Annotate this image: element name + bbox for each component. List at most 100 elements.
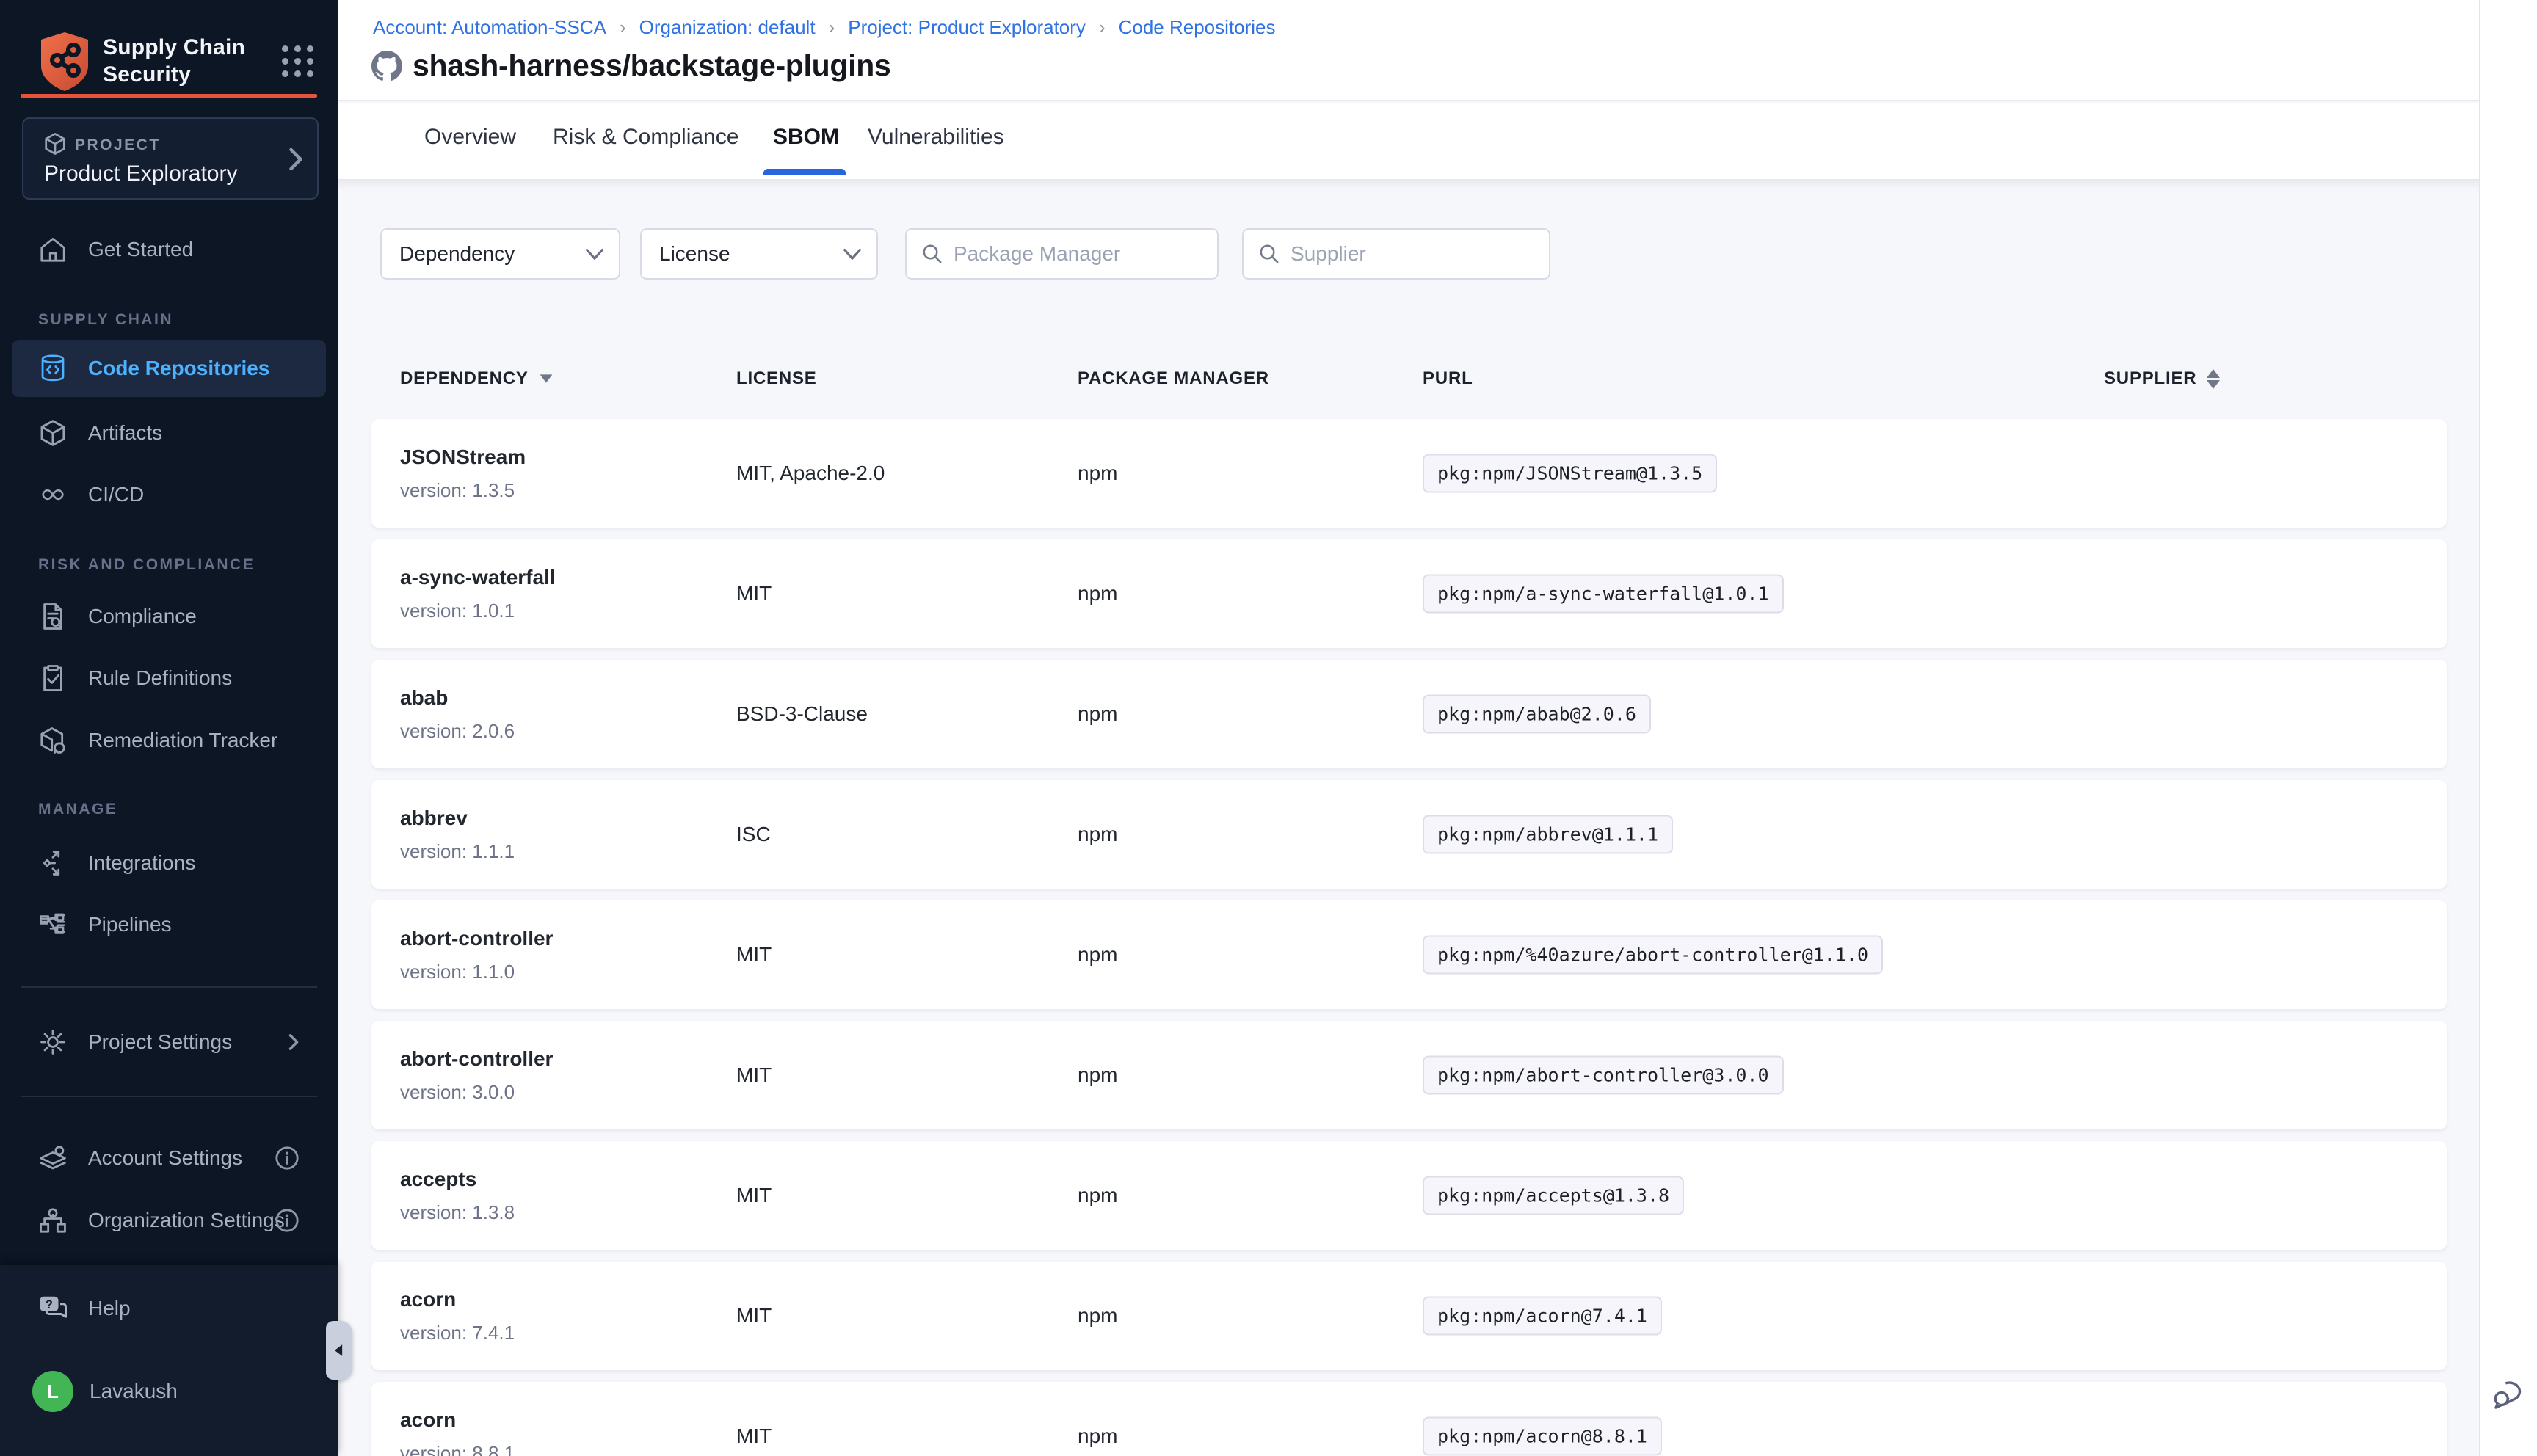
- purl-cell: pkg:npm/abort-controller@3.0.0: [1423, 1055, 1784, 1095]
- column-header-dependency[interactable]: DEPENDENCY: [400, 368, 554, 389]
- purl-chip[interactable]: pkg:npm/abab@2.0.6: [1423, 694, 1651, 734]
- support-chat-icon[interactable]: [2492, 1377, 2527, 1410]
- license-cell: MIT: [736, 943, 772, 966]
- sidebar-footer: ? Help L Lavakush: [0, 1265, 338, 1456]
- purl-chip[interactable]: pkg:npm/JSONStream@1.3.5: [1423, 454, 1718, 493]
- logo-row: Supply Chain Security: [0, 29, 338, 97]
- license-cell: MIT: [736, 1424, 772, 1447]
- purl-chip[interactable]: pkg:npm/abort-controller@3.0.0: [1423, 1055, 1784, 1095]
- license-cell: MIT: [736, 1184, 772, 1206]
- project-cube-icon: [45, 133, 65, 155]
- tab-sbom[interactable]: SBOM: [773, 125, 839, 149]
- purl-cell: pkg:npm/a-sync-waterfall@1.0.1: [1423, 574, 1784, 614]
- sidebar-item-remediation-tracker[interactable]: Remediation Tracker: [12, 712, 326, 769]
- breadcrumb-code-repositories[interactable]: Code Repositories: [1118, 16, 1276, 38]
- sort-both-icon: [2207, 368, 2221, 389]
- column-header-license[interactable]: LICENSE: [736, 368, 817, 388]
- infinity-icon: [38, 486, 68, 503]
- tab-vulnerabilities[interactable]: Vulnerabilities: [868, 125, 1004, 149]
- table-row[interactable]: abort-controller version: 1.1.0 MIT npm …: [371, 900, 2447, 1009]
- sidebar-item-pipelines[interactable]: Pipelines: [12, 896, 326, 953]
- sidebar-item-label: Get Started: [88, 238, 194, 261]
- package-manager-cell: npm: [1078, 462, 1118, 484]
- purl-cell: pkg:npm/acorn@7.4.1: [1423, 1296, 1662, 1336]
- table-row[interactable]: acorn version: 7.4.1 MIT npm pkg:npm/aco…: [371, 1262, 2447, 1370]
- table-row[interactable]: abbrev version: 1.1.1 ISC npm pkg:npm/ab…: [371, 780, 2447, 889]
- app-title: Supply Chain Security: [103, 35, 246, 87]
- sidebar-collapse-handle[interactable]: [326, 1321, 352, 1380]
- info-icon[interactable]: [275, 1208, 300, 1233]
- table-row[interactable]: a-sync-waterfall version: 1.0.1 MIT npm …: [371, 539, 2447, 648]
- table-row[interactable]: acorn version: 8.8.1 MIT npm pkg:npm/aco…: [371, 1382, 2447, 1456]
- column-header-supplier[interactable]: SUPPLIER: [2104, 368, 2221, 389]
- sidebar-item-help[interactable]: ? Help: [12, 1280, 326, 1337]
- package-manager-cell: npm: [1078, 943, 1118, 966]
- column-header-purl[interactable]: PURL: [1423, 368, 1473, 388]
- dependency-name: acorn: [400, 1408, 457, 1431]
- sidebar-divider: [21, 1096, 317, 1097]
- sidebar-item-label: Rule Definitions: [88, 666, 233, 689]
- project-selector[interactable]: PROJECT Product Exploratory: [22, 117, 319, 200]
- package-manager-cell: npm: [1078, 1304, 1118, 1327]
- supplier-input[interactable]: [1291, 242, 1520, 266]
- table-row[interactable]: JSONStream version: 1.3.5 MIT, Apache-2.…: [371, 419, 2447, 528]
- purl-chip[interactable]: pkg:npm/abbrev@1.1.1: [1423, 815, 1674, 854]
- clipboard-check-icon: [38, 664, 68, 692]
- sidebar-item-get-started[interactable]: Get Started: [12, 221, 326, 278]
- info-icon[interactable]: [275, 1146, 300, 1171]
- package-manager-cell: npm: [1078, 823, 1118, 845]
- tab-risk-compliance[interactable]: Risk & Compliance: [553, 125, 739, 149]
- chevron-down-icon: [586, 248, 603, 260]
- sidebar-item-integrations[interactable]: Integrations: [12, 834, 326, 892]
- dependency-version: version: 1.0.1: [400, 600, 515, 622]
- home-icon: [38, 236, 68, 263]
- purl-chip[interactable]: pkg:npm/acorn@8.8.1: [1423, 1416, 1662, 1456]
- github-icon: [371, 50, 402, 81]
- supply-chain-security-logo-icon: [41, 32, 88, 91]
- app-switcher-grid-icon[interactable]: [282, 46, 314, 78]
- table-row[interactable]: abort-controller version: 3.0.0 MIT npm …: [371, 1021, 2447, 1129]
- sidebar-item-label: Pipelines: [88, 913, 172, 936]
- purl-chip[interactable]: pkg:npm/a-sync-waterfall@1.0.1: [1423, 574, 1784, 614]
- purl-cell: pkg:npm/accepts@1.3.8: [1423, 1176, 1685, 1215]
- integrations-icon: [38, 850, 68, 876]
- package-manager-input[interactable]: [954, 242, 1187, 266]
- dependency-filter-dropdown[interactable]: Dependency: [380, 228, 620, 280]
- sidebar-item-organization-settings[interactable]: Organization Settings: [12, 1192, 326, 1249]
- sidebar-item-code-repositories[interactable]: Code Repositories: [12, 340, 326, 397]
- purl-cell: pkg:npm/%40azure/abort-controller@1.1.0: [1423, 935, 1883, 975]
- column-header-package-manager[interactable]: PACKAGE MANAGER: [1078, 368, 1269, 388]
- license-cell: ISC: [736, 823, 771, 845]
- sidebar-item-account-settings[interactable]: Account Settings: [12, 1129, 326, 1187]
- table-row[interactable]: abab version: 2.0.6 BSD-3-Clause npm pkg…: [371, 660, 2447, 768]
- dependency-table: JSONStream version: 1.3.5 MIT, Apache-2.…: [371, 419, 2447, 1456]
- avatar: L: [32, 1371, 73, 1412]
- license-filter-dropdown[interactable]: License: [640, 228, 878, 280]
- dependency-version: version: 3.0.0: [400, 1081, 515, 1103]
- sidebar-item-rule-definitions[interactable]: Rule Definitions: [12, 649, 326, 707]
- license-cell: BSD-3-Clause: [736, 702, 868, 725]
- sidebar-item-project-settings[interactable]: Project Settings: [12, 1013, 326, 1071]
- breadcrumb-account[interactable]: Account: Automation-SSCA: [373, 16, 606, 38]
- breadcrumb-project[interactable]: Project: Product Exploratory: [848, 16, 1086, 38]
- sidebar-item-cicd[interactable]: CI/CD: [12, 466, 326, 523]
- purl-chip[interactable]: pkg:npm/acorn@7.4.1: [1423, 1296, 1662, 1336]
- sidebar-item-artifacts[interactable]: Artifacts: [12, 404, 326, 462]
- breadcrumb-organization[interactable]: Organization: default: [639, 16, 816, 38]
- purl-cell: pkg:npm/JSONStream@1.3.5: [1423, 454, 1718, 493]
- user-profile[interactable]: L Lavakush: [12, 1363, 326, 1420]
- dependency-version: version: 1.1.1: [400, 840, 515, 862]
- table-row[interactable]: accepts version: 1.3.8 MIT npm pkg:npm/a…: [371, 1141, 2447, 1250]
- purl-chip[interactable]: pkg:npm/accepts@1.3.8: [1423, 1176, 1685, 1215]
- dependency-version: version: 1.3.8: [400, 1201, 515, 1223]
- package-manager-search: [905, 228, 1219, 280]
- package-manager-cell: npm: [1078, 702, 1118, 725]
- sidebar-item-label: Organization Settings: [88, 1209, 285, 1231]
- table-header-row: DEPENDENCY LICENSE PACKAGE MANAGER PURL …: [371, 368, 2447, 398]
- license-cell: MIT: [736, 1304, 772, 1327]
- tab-overview[interactable]: Overview: [424, 125, 517, 149]
- purl-cell: pkg:npm/acorn@8.8.1: [1423, 1416, 1662, 1456]
- dependency-name: a-sync-waterfall: [400, 566, 556, 589]
- purl-chip[interactable]: pkg:npm/%40azure/abort-controller@1.1.0: [1423, 935, 1883, 975]
- sidebar-item-compliance[interactable]: Compliance: [12, 588, 326, 645]
